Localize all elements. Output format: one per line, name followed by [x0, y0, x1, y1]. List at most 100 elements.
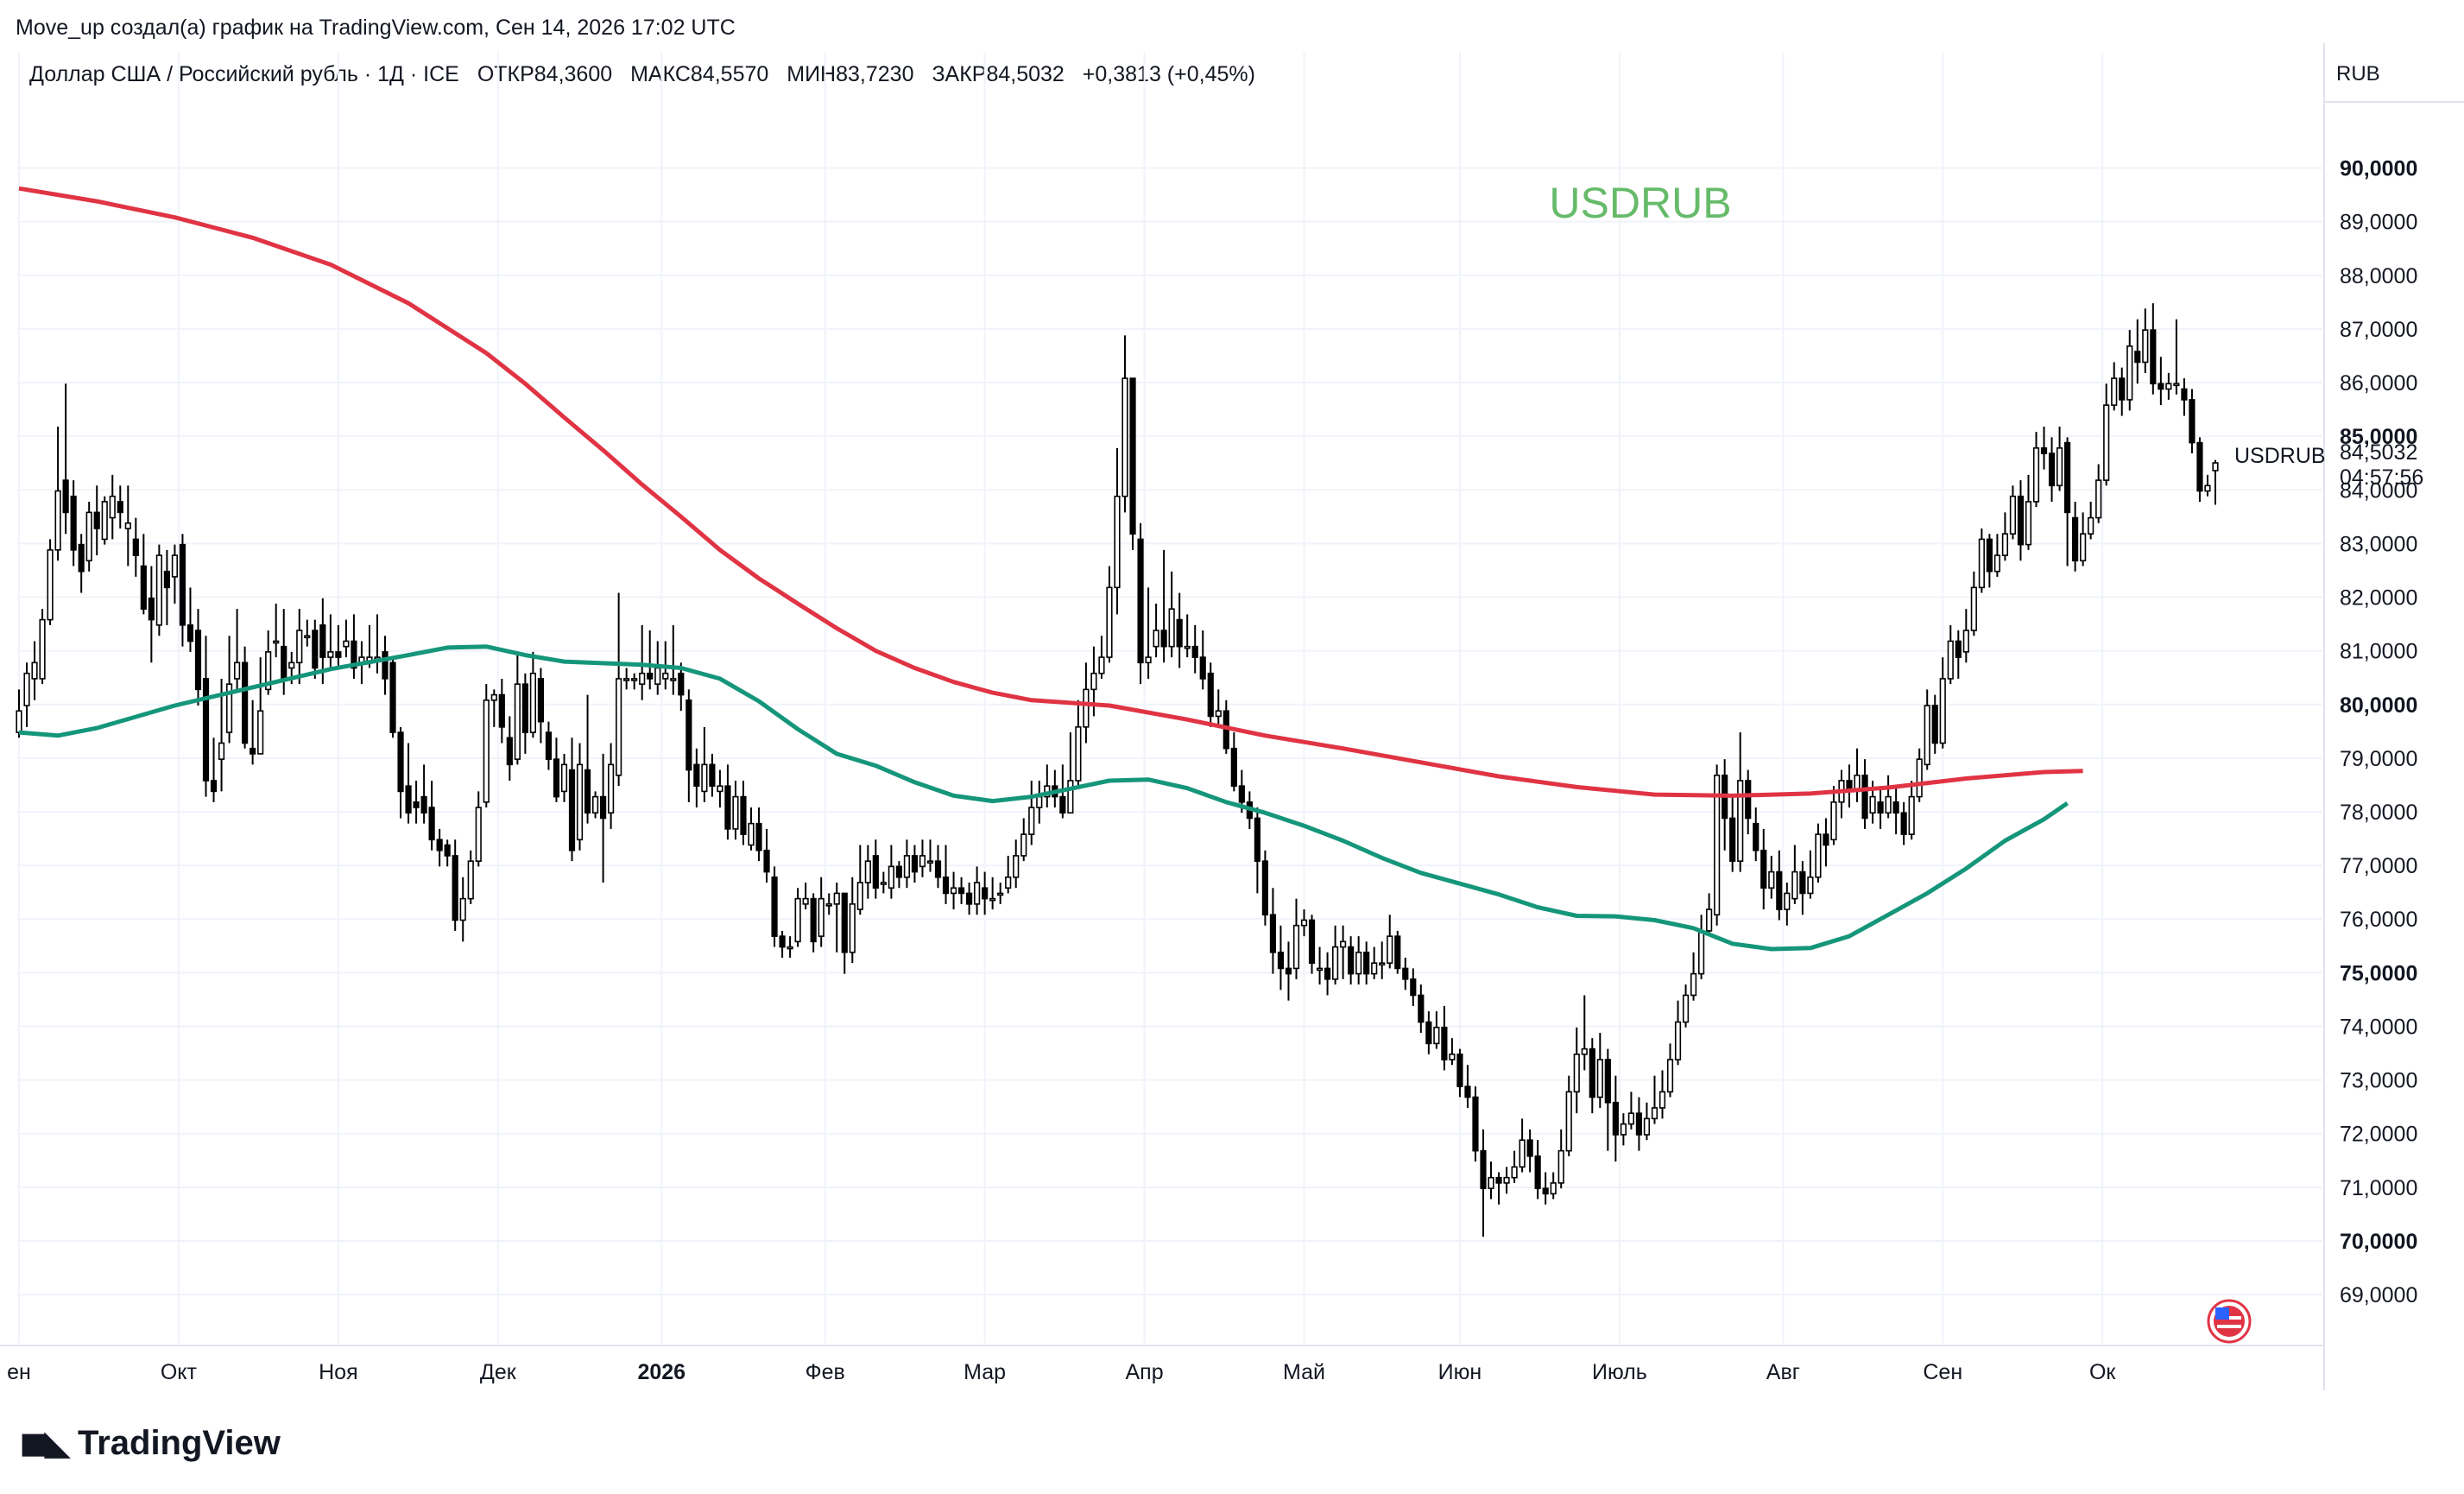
candle	[1722, 759, 1728, 851]
candle-body	[1418, 994, 1425, 1023]
candle	[1986, 534, 1993, 588]
price-tick-label: 76,0000	[2340, 908, 2417, 932]
candle	[997, 883, 1004, 904]
price-tick-label: 85,0000	[2340, 425, 2417, 449]
candle	[202, 636, 210, 797]
candle-body	[265, 651, 272, 691]
candle-body	[1799, 870, 1806, 895]
candle-body	[1355, 951, 1362, 975]
candle-body	[304, 635, 311, 639]
candle-body	[864, 860, 871, 883]
candle-body	[1908, 795, 1915, 835]
candle-body	[1924, 705, 1930, 766]
candle-body	[794, 897, 801, 943]
candle	[989, 877, 996, 910]
candle-body	[1402, 967, 1409, 980]
candle-body	[709, 763, 716, 787]
candle	[1036, 780, 1043, 824]
flag-icon[interactable]	[2207, 1299, 2252, 1344]
candle	[2204, 474, 2211, 497]
candle-body	[965, 892, 973, 905]
price-chart[interactable]: USDRUB 90,0000 89,0000 88,0000 87,0000 86,00…	[0, 0, 2464, 1399]
price-tick-label: 78,0000	[2340, 801, 2417, 825]
tradingview-logo[interactable]: ◼◣ TradingView	[19, 1423, 281, 1463]
candle-body	[1488, 1176, 1494, 1189]
candle-body	[926, 860, 934, 864]
candle	[670, 624, 677, 695]
candle-body	[1300, 919, 1308, 927]
candle-body	[319, 624, 326, 658]
candle-body	[1067, 780, 1074, 814]
candle	[849, 877, 856, 964]
candle-body	[2088, 516, 2094, 535]
candle-body	[623, 678, 630, 681]
candle-body	[351, 640, 357, 669]
price-tick-label: 80,0000	[2340, 693, 2417, 718]
price-tick-label: 81,0000	[2340, 640, 2417, 664]
candle-body	[1480, 1149, 1487, 1189]
candle	[47, 539, 54, 625]
candle-body	[1791, 870, 1798, 900]
candle-body	[2173, 383, 2180, 387]
candle	[327, 614, 334, 668]
candle	[856, 845, 863, 915]
candle	[1207, 662, 1214, 727]
candle-body	[1441, 1026, 1448, 1060]
candle	[2119, 367, 2126, 416]
candle	[2181, 378, 2188, 416]
time-axis[interactable]: ен Окт Ноя Дек 2026 Фев Мар Апр Май Июн Июль Авг Сен…	[7, 1360, 2116, 1384]
candle-body	[1511, 1166, 1518, 1179]
candle-body	[919, 855, 926, 868]
candle-body	[1557, 1149, 1564, 1184]
candle	[1184, 614, 1191, 658]
candle	[685, 689, 692, 802]
candle	[926, 839, 934, 872]
candle-body	[576, 763, 584, 841]
candle	[1892, 786, 1899, 835]
candle-body	[428, 807, 435, 841]
currency-button[interactable]: RUB	[2336, 62, 2380, 85]
candle-body	[1565, 1091, 1572, 1152]
candle	[1410, 968, 1417, 1006]
candle	[16, 689, 22, 738]
candle	[2080, 512, 2087, 567]
ohlc-change: +0,3813 (+0,45%)	[1082, 62, 1255, 86]
candle	[1760, 828, 1767, 910]
candle-body	[70, 495, 77, 551]
candle	[2165, 372, 2172, 400]
candle	[1394, 930, 1401, 974]
time-tick-label: Дек	[480, 1360, 517, 1384]
candle	[1261, 850, 1269, 926]
candle	[748, 807, 755, 851]
candle	[2048, 437, 2056, 502]
candle-body	[155, 554, 162, 626]
price-axis[interactable]: 90,0000 89,0000 88,0000 87,0000 86,0000 85,00…	[0, 43, 2464, 1390]
candle	[148, 566, 155, 663]
price-tick-label: 71,0000	[2340, 1176, 2417, 1200]
price-tick-label: 86,0000	[2340, 371, 2417, 396]
candle-body	[498, 693, 505, 728]
candle	[631, 673, 638, 690]
candle-body	[2095, 479, 2102, 519]
candle	[1877, 786, 1884, 829]
candle	[1854, 748, 1861, 802]
time-tick-label: Фев	[806, 1360, 845, 1384]
candle	[591, 791, 599, 819]
candle-body	[701, 763, 708, 793]
candle	[693, 748, 700, 808]
chart-grid	[17, 52, 2322, 1343]
candle-body	[397, 731, 404, 793]
candle-body	[2056, 447, 2063, 487]
candle	[1176, 592, 1183, 668]
candle	[2040, 426, 2048, 470]
candle	[1745, 769, 1752, 835]
candle	[802, 883, 809, 910]
candle-body	[312, 630, 319, 669]
candle-body	[1028, 807, 1035, 835]
candle	[186, 587, 194, 652]
candle-body	[1207, 672, 1214, 718]
candle	[957, 877, 965, 904]
time-tick-label: Окт	[161, 1360, 198, 1384]
candle-body	[1083, 688, 1090, 728]
candle-body	[2032, 447, 2040, 503]
